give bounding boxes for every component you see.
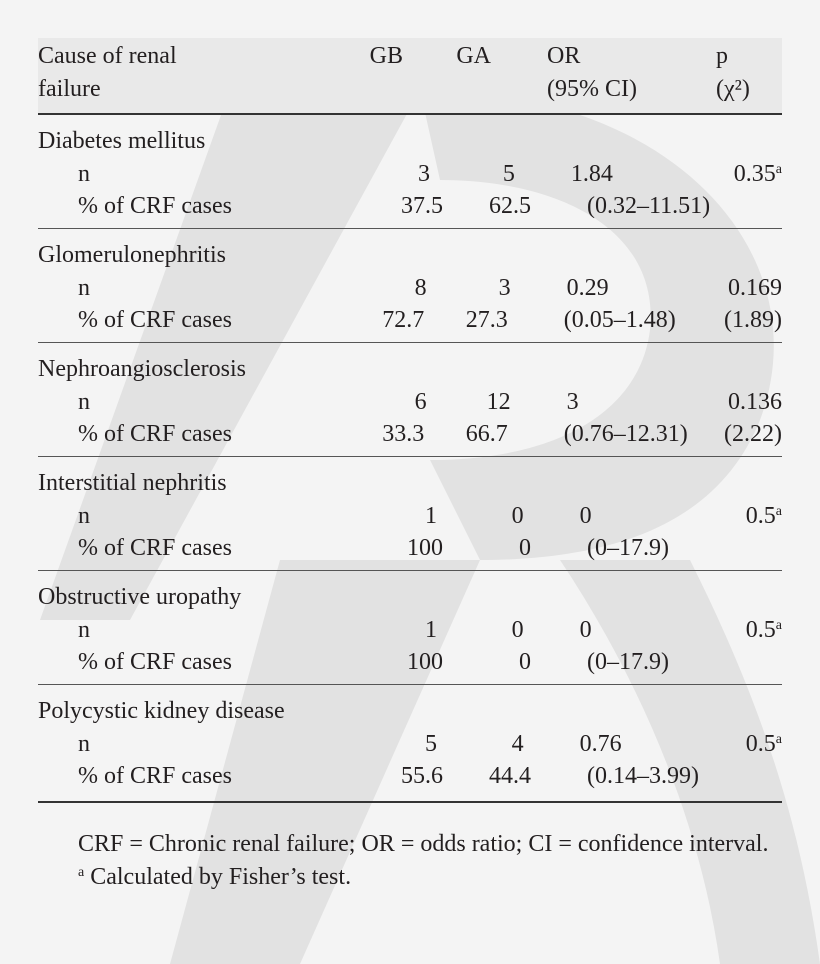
header-p: p (716, 43, 728, 69)
cell-chi (756, 646, 782, 679)
row-label: n (78, 388, 90, 415)
cell-or: 3 (566, 388, 579, 415)
row-label: % of CRF cases (78, 421, 232, 447)
row-label: % of CRF cases (78, 649, 232, 675)
table-row-n: n 1 0 0 0.5a (38, 614, 782, 647)
cell-ga: 27.3 (465, 307, 508, 333)
group-title: Diabetes mellitus (38, 128, 206, 154)
cell-p: 0.136 (728, 388, 782, 415)
header-ga: GA (456, 43, 491, 69)
table-group: Obstructive uropathy n 1 0 0 0.5a % of C… (38, 571, 782, 685)
table-row-pct: % of CRF cases 55.6 44.4 (0.14–3.99) (38, 760, 782, 793)
cell-ga: 0 (511, 502, 524, 529)
cell-or: 0 (579, 502, 592, 529)
table-row-n: n 5 4 0.76 0.5a (38, 728, 782, 761)
cell-chi: (1.89) (724, 307, 782, 333)
group-title: Polycystic kidney disease (38, 698, 285, 724)
cell-chi (756, 190, 782, 223)
cell-ga: 3 (498, 274, 511, 301)
cell-ci: (0.14–3.99) (587, 763, 699, 789)
cell-gb: 8 (414, 274, 427, 301)
cell-gb: 5 (425, 730, 438, 757)
cell-or: 0.76 (579, 730, 622, 757)
row-label: % of CRF cases (78, 307, 232, 333)
row-label: % of CRF cases (78, 535, 232, 561)
group-title: Interstitial nephritis (38, 470, 227, 496)
table-row-n: n 6 12 3 0.136 (38, 386, 782, 419)
table-group: Interstitial nephritis n 1 0 0 0.5a % of… (38, 457, 782, 571)
cell-p: 0.5a (745, 730, 782, 757)
cell-gb: 100 (407, 649, 443, 675)
table-group: Glomerulonephritis n 8 3 0.29 0.169 % of… (38, 229, 782, 343)
cell-or: 0 (579, 616, 592, 643)
cell-ci: (0–17.9) (587, 535, 669, 561)
cell-ga: 0 (519, 535, 531, 561)
cell-ga: 12 (486, 388, 511, 415)
cell-gb: 3 (417, 160, 430, 187)
header-ci: (95% CI) (547, 76, 637, 102)
cell-gb: 100 (407, 535, 443, 561)
row-label: n (78, 160, 90, 187)
header-chi: (χ²) (716, 76, 750, 102)
group-title: Obstructive uropathy (38, 584, 242, 610)
cell-p: 0.5a (745, 502, 782, 529)
cell-chi (756, 532, 782, 565)
table-row-pct: % of CRF cases 33.3 66.7 (0.76–12.31) (2… (38, 418, 782, 451)
table-group: Nephroangiosclerosis n 6 12 3 0.136 % of… (38, 343, 782, 457)
cell-chi (756, 760, 782, 793)
cell-gb: 55.6 (401, 763, 443, 789)
cell-ga: 66.7 (465, 421, 508, 447)
table-group: Diabetes mellitus n 3 5 1.84 0.35a % of … (38, 115, 782, 229)
footnote-fisher: a Calculated by Fisher’s test. (78, 864, 352, 890)
cell-p: 0.35a (733, 160, 782, 187)
cell-chi: (2.22) (724, 421, 782, 447)
cell-gb: 72.7 (382, 307, 425, 333)
cell-ga: 62.5 (489, 193, 531, 219)
group-title: Nephroangiosclerosis (38, 356, 246, 382)
cell-ga: 44.4 (489, 763, 531, 789)
cell-ga: 0 (511, 616, 524, 643)
table-footnote: CRF = Chronic renal failure; OR = odds r… (38, 828, 788, 894)
table-row-pct: % of CRF cases 100 0 (0–17.9) (38, 532, 782, 565)
row-label: % of CRF cases (78, 193, 232, 219)
row-label: n (78, 502, 90, 529)
table-row-n: n 8 3 0.29 0.169 (38, 272, 782, 305)
renal-failure-table: Cause of renal GB GA OR p failure (95% C… (38, 38, 782, 803)
cell-gb: 37.5 (401, 193, 443, 219)
table-row-pct: % of CRF cases 100 0 (0–17.9) (38, 646, 782, 679)
cell-ci: (0–17.9) (587, 649, 669, 675)
header-gb: GB (369, 43, 403, 69)
cell-ga: 0 (519, 649, 531, 675)
header-or: OR (547, 43, 581, 69)
cell-or: 0.29 (566, 274, 609, 301)
cell-ci: (0.76–12.31) (563, 421, 688, 447)
cell-gb: 33.3 (382, 421, 425, 447)
cell-p: 0.5a (745, 616, 782, 643)
cell-ga: 5 (502, 160, 515, 187)
cell-gb: 1 (425, 502, 438, 529)
cell-ga: 4 (511, 730, 524, 757)
table-row-n: n 1 0 0 0.5a (38, 500, 782, 533)
table-row-pct: % of CRF cases 72.7 27.3 (0.05–1.48) (1.… (38, 304, 782, 337)
row-label: n (78, 274, 90, 301)
row-label: % of CRF cases (78, 763, 232, 789)
table-group: Polycystic kidney disease n 5 4 0.76 0.5… (38, 685, 782, 803)
row-label: n (78, 616, 90, 643)
footnote-abbreviations: CRF = Chronic renal failure; OR = odds r… (78, 831, 769, 857)
cell-ci: (0.32–11.51) (587, 193, 711, 219)
cell-p: 0.169 (728, 274, 782, 301)
cell-or: 1.84 (570, 160, 613, 187)
table-row-pct: % of CRF cases 37.5 62.5 (0.32–11.51) (38, 190, 782, 223)
row-label: n (78, 730, 90, 757)
cell-ci: (0.05–1.48) (563, 307, 676, 333)
header-cause-line2: failure (38, 76, 101, 102)
cell-gb: 1 (425, 616, 438, 643)
cell-gb: 6 (414, 388, 427, 415)
table-row-n: n 3 5 1.84 0.35a (38, 158, 782, 191)
group-title: Glomerulonephritis (38, 242, 226, 268)
header-cause: Cause of renal (38, 43, 177, 69)
table-header: Cause of renal GB GA OR p failure (95% C… (38, 38, 782, 115)
